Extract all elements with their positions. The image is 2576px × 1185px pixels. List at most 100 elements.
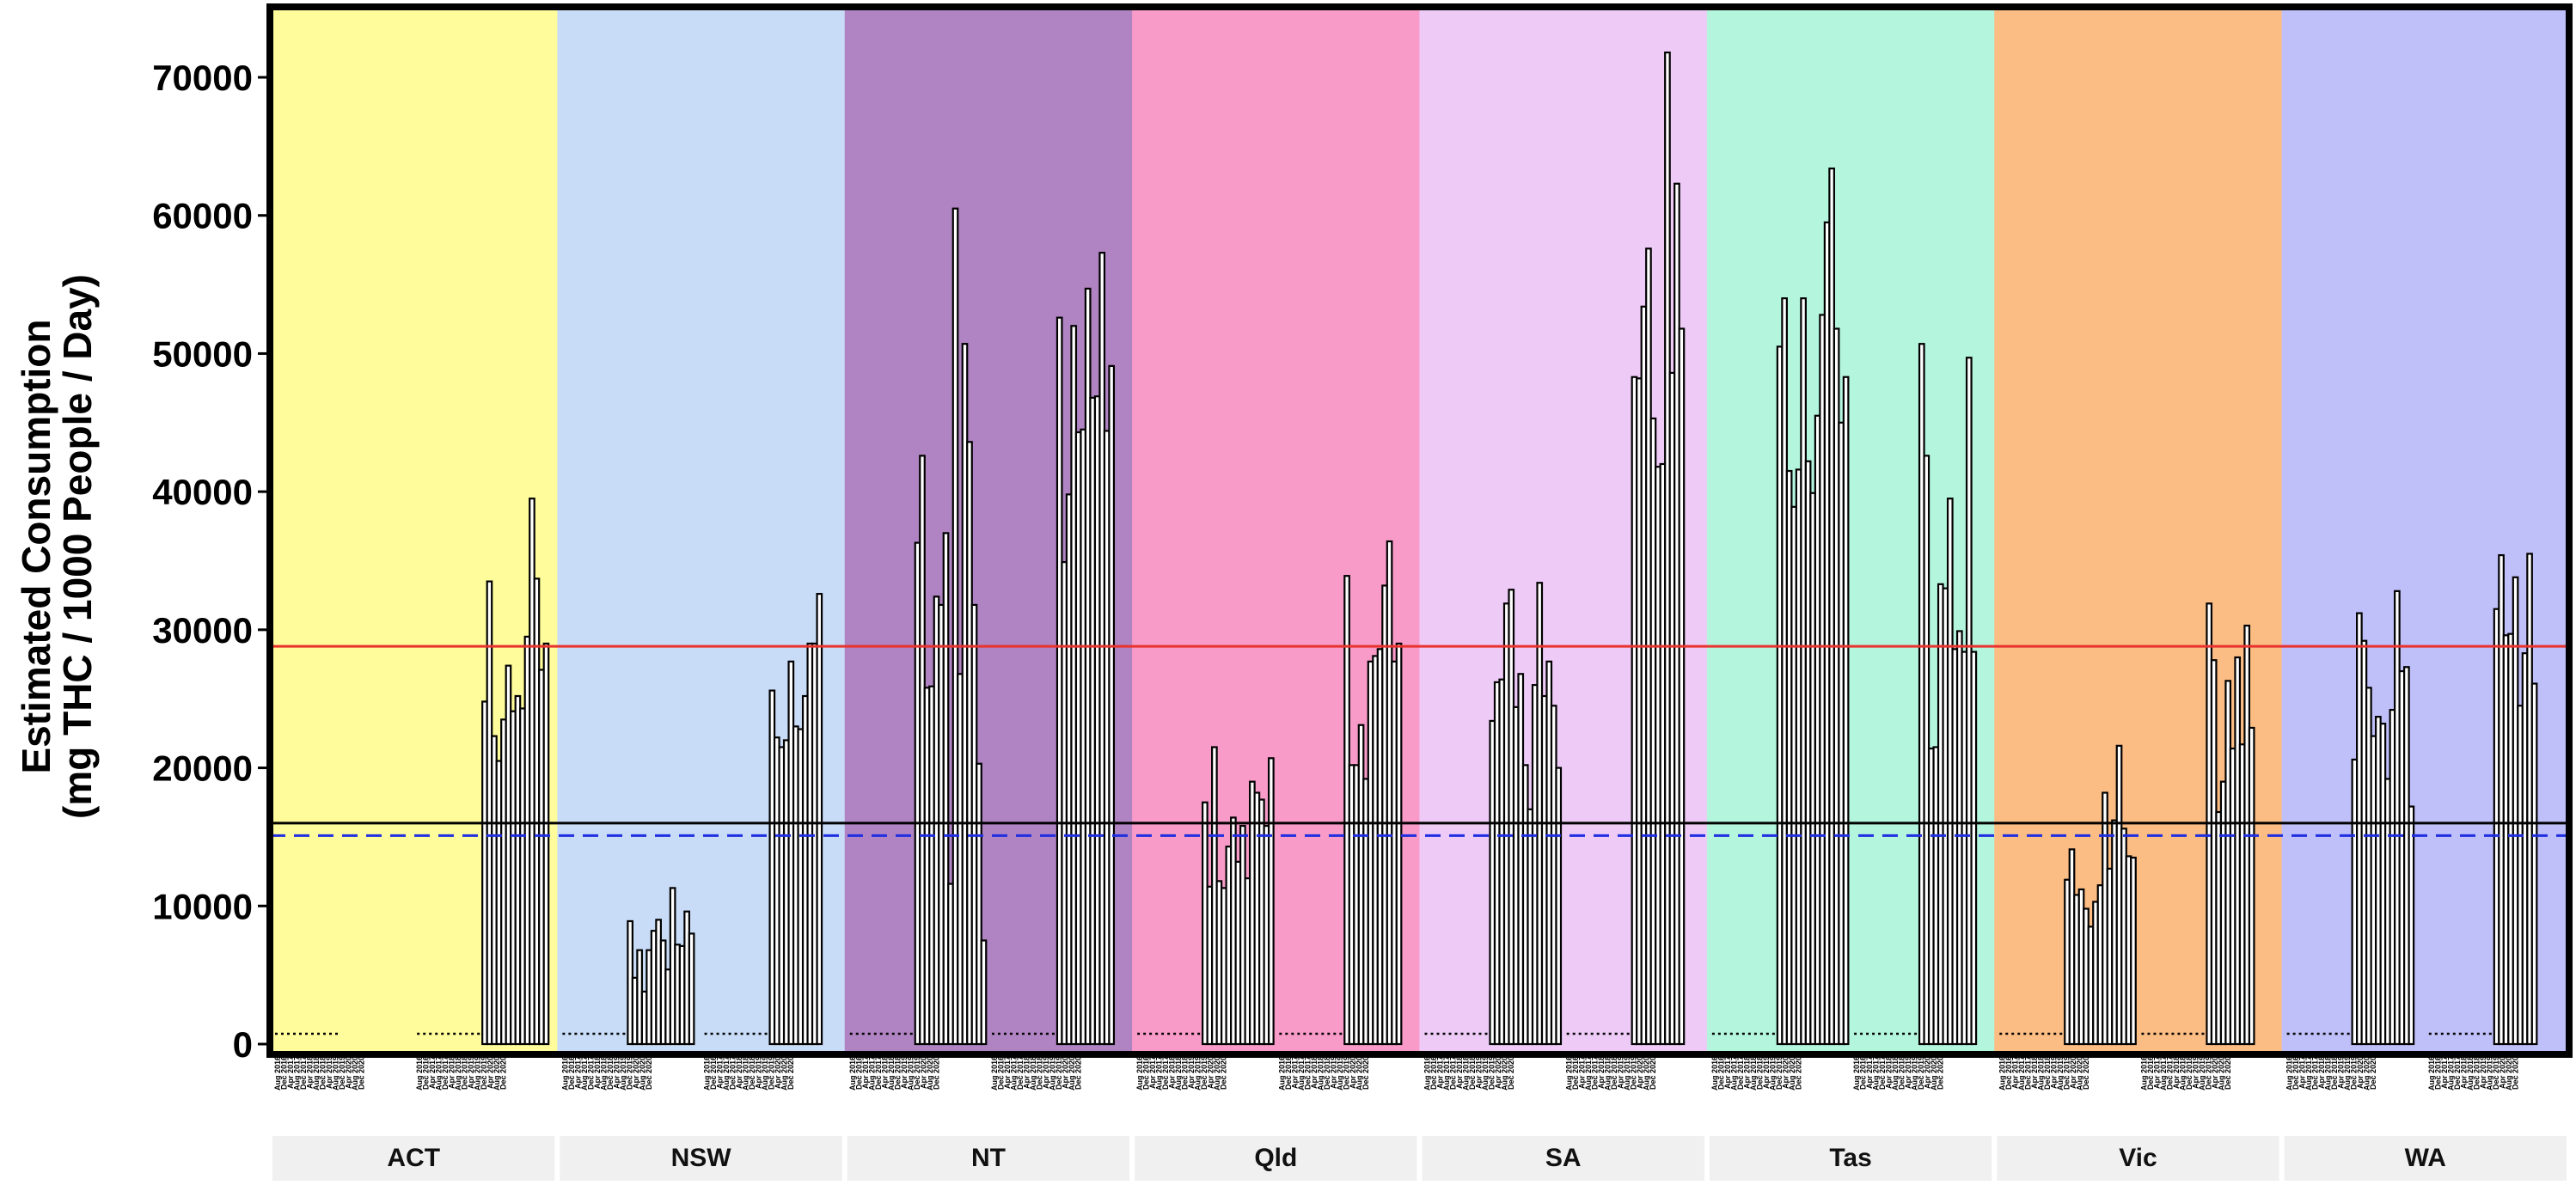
x-tick-label: Dec 2017 bbox=[874, 1056, 883, 1090]
x-tick-label: Apr 2017 bbox=[1865, 1056, 1874, 1089]
x-tick-label: Dec 2019 bbox=[1775, 1056, 1784, 1090]
x-tick-label: Aug 2019 bbox=[1911, 1056, 1919, 1090]
bar bbox=[1842, 376, 1850, 1046]
x-tick-label: Aug 2019 bbox=[1481, 1056, 1490, 1090]
x-tick-label: Aug 2018 bbox=[2324, 1056, 2333, 1090]
x-tick-label: Dec 2020 bbox=[2224, 1056, 2232, 1090]
x-tick-label: Aug 2019 bbox=[1048, 1056, 1056, 1090]
x-tick-label: Dec 2020 bbox=[932, 1056, 940, 1090]
x-tick-label: Apr 2020 bbox=[1924, 1056, 1932, 1089]
bar bbox=[1678, 327, 1686, 1046]
x-tick-label: Aug 2019 bbox=[1623, 1056, 1631, 1090]
x-tick-label: Apr 2019 bbox=[1904, 1056, 1912, 1089]
x-tick-label: Apr 2019 bbox=[1187, 1056, 1196, 1089]
x-tick-label: Aug 2020 bbox=[2217, 1056, 2225, 1090]
x-tick-label: Apr 2019 bbox=[900, 1056, 909, 1089]
bar bbox=[976, 762, 982, 1046]
bar bbox=[1970, 651, 1978, 1046]
x-tick-label: Aug 2018 bbox=[2466, 1056, 2475, 1090]
x-tick-label: Aug 2019 bbox=[2056, 1056, 2065, 1090]
x-tick-label: Apr 2018 bbox=[880, 1056, 889, 1089]
x-tick-label: Aug 2016 bbox=[990, 1056, 999, 1090]
x-tick-label: Apr 2019 bbox=[2049, 1056, 2058, 1089]
x-tick-label: Apr 2018 bbox=[1455, 1056, 1464, 1089]
x-tick-label: Aug 2019 bbox=[1768, 1056, 1777, 1090]
strip-box bbox=[560, 1136, 842, 1181]
strip-box bbox=[2284, 1136, 2567, 1181]
x-tick-label: Dec 2018 bbox=[1181, 1056, 1190, 1090]
x-tick-label: Apr 2020 bbox=[2069, 1056, 2077, 1089]
x-tick-label: Dec 2016 bbox=[2291, 1056, 2300, 1090]
x-tick-label: Aug 2016 bbox=[1852, 1056, 1861, 1090]
x-tick-label: Dec 2019 bbox=[2204, 1056, 2212, 1090]
x-tick-label: Dec 2017 bbox=[1878, 1056, 1887, 1090]
x-tick-label: Apr 2020 bbox=[486, 1056, 495, 1089]
x-tick-label: Dec 2018 bbox=[1035, 1056, 1043, 1090]
x-tick-label: Aug 2017 bbox=[580, 1056, 589, 1090]
x-tick-label: Aug 2020 bbox=[1213, 1056, 1221, 1090]
x-tick-label: Dec 2020 bbox=[1361, 1056, 1370, 1090]
x-tick-label: Aug 2020 bbox=[1068, 1056, 1076, 1090]
bars bbox=[275, 51, 2538, 1046]
x-tick-label: Aug 2017 bbox=[2159, 1056, 2168, 1090]
x-tick-label: Aug 2017 bbox=[867, 1056, 876, 1090]
x-tick-label: Aug 2019 bbox=[761, 1056, 769, 1090]
x-tick-label: Dec 2020 bbox=[645, 1056, 653, 1090]
x-tick-label: Aug 2016 bbox=[2285, 1056, 2294, 1090]
x-tick-label: Aug 2020 bbox=[2505, 1056, 2513, 1090]
x-tick-label: Dec 2017 bbox=[729, 1056, 737, 1090]
x-tick-label: Dec 2018 bbox=[1898, 1056, 1906, 1090]
x-tick-label: Dec 2018 bbox=[461, 1056, 469, 1090]
x-tick-label: Aug 2016 bbox=[1423, 1056, 1432, 1090]
x-tick-label: Apr 2020 bbox=[2211, 1056, 2219, 1089]
y-axis-label-line1: Estimated Consumption bbox=[14, 319, 58, 773]
x-tick-label: Aug 2018 bbox=[1029, 1056, 1037, 1090]
x-tick-label: Aug 2017 bbox=[1872, 1056, 1881, 1090]
x-tick-label: Dec 2017 bbox=[1449, 1056, 1458, 1090]
x-tick-label: Apr 2019 bbox=[1762, 1056, 1771, 1089]
y-tick-label: 10000 bbox=[152, 886, 253, 926]
x-tick-label: Aug 2020 bbox=[638, 1056, 646, 1090]
bar bbox=[1395, 642, 1403, 1046]
bar bbox=[2530, 682, 2538, 1046]
x-tick-label: Apr 2020 bbox=[2498, 1056, 2506, 1089]
x-tick-label: Apr 2017 bbox=[286, 1056, 295, 1089]
x-tick-label: Apr 2017 bbox=[2298, 1056, 2307, 1089]
x-tick-label: Dec 2016 bbox=[422, 1056, 431, 1090]
x-tick-label: Apr 2018 bbox=[1310, 1056, 1319, 1089]
panel-backgrounds bbox=[270, 7, 2570, 1053]
bar bbox=[816, 592, 823, 1046]
x-tick-label: Dec 2020 bbox=[2082, 1056, 2090, 1090]
x-tick-label: Aug 2016 bbox=[1277, 1056, 1286, 1090]
x-tick-label: Apr 2020 bbox=[632, 1056, 640, 1089]
strip-label-tas: Tas bbox=[1829, 1144, 1871, 1172]
x-tick-label: Aug 2020 bbox=[351, 1056, 359, 1090]
y-tick-label: 70000 bbox=[152, 58, 253, 98]
x-tick-label: Aug 2016 bbox=[1998, 1056, 2006, 1090]
x-tick-label: Dec 2018 bbox=[893, 1056, 902, 1090]
x-tick-label: Aug 2017 bbox=[2304, 1056, 2313, 1090]
x-tick-label: Aug 2020 bbox=[1501, 1056, 1509, 1090]
x-tick-label: Dec 2016 bbox=[996, 1056, 1005, 1090]
x-tick-label: Aug 2018 bbox=[454, 1056, 462, 1090]
x-tick-label: Aug 2020 bbox=[2363, 1056, 2371, 1090]
x-tick-label: Dec 2019 bbox=[768, 1056, 776, 1090]
x-tick-label: Dec 2020 bbox=[499, 1056, 508, 1090]
x-tick-label: Dec 2017 bbox=[1161, 1056, 1170, 1090]
x-tick-label: Aug 2018 bbox=[599, 1056, 608, 1090]
x-tick-label: Aug 2020 bbox=[493, 1056, 501, 1090]
x-tick-label: Aug 2017 bbox=[2446, 1056, 2455, 1090]
x-tick-label: Aug 2016 bbox=[560, 1056, 569, 1090]
x-tick-label: Aug 2018 bbox=[742, 1056, 750, 1090]
x-tick-label: Apr 2020 bbox=[1061, 1056, 1069, 1089]
x-tick-label: Dec 2016 bbox=[709, 1056, 718, 1090]
x-tick-label: Apr 2017 bbox=[1003, 1056, 1012, 1089]
x-tick-label: Aug 2017 bbox=[1297, 1056, 1306, 1090]
y-tick-label: 0 bbox=[233, 1024, 253, 1065]
x-tick-label: Dec 2017 bbox=[1303, 1056, 1312, 1090]
x-tick-label: Dec 2017 bbox=[2165, 1056, 2174, 1090]
x-tick-label: Dec 2020 bbox=[2511, 1056, 2519, 1090]
x-tick-label: Dec 2018 bbox=[1755, 1056, 1764, 1090]
